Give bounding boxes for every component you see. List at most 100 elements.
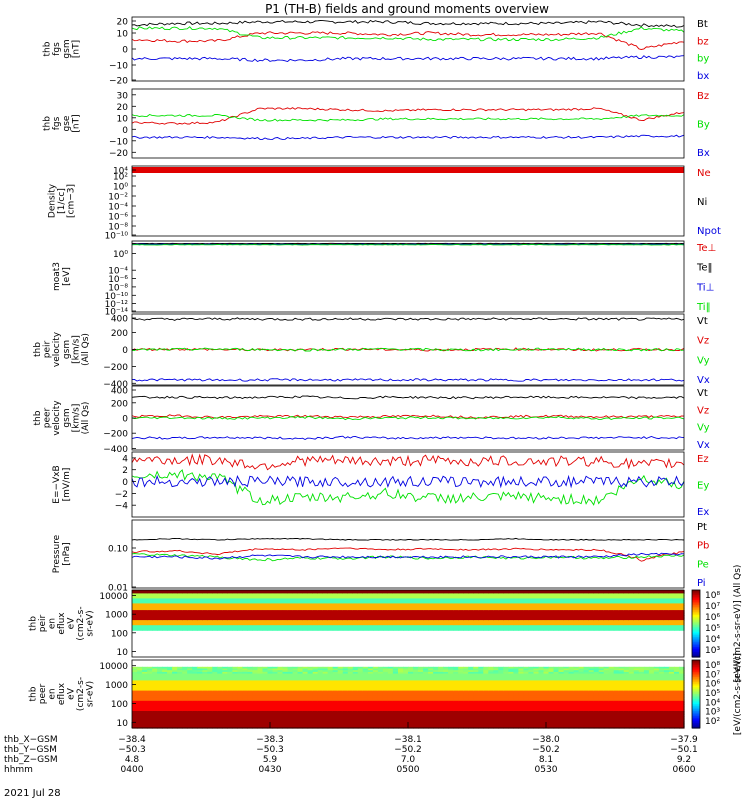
heatmap-cell xyxy=(237,699,243,702)
heatmap-cell xyxy=(603,626,610,630)
heatmap-cell xyxy=(197,692,203,695)
heatmap-cell xyxy=(287,711,294,714)
heatmap-cell xyxy=(237,717,243,721)
heatmap-cell xyxy=(177,596,183,599)
heatmap-cell xyxy=(287,705,294,709)
heatmap-cell xyxy=(503,628,509,631)
heatmap-cell xyxy=(322,595,329,598)
heatmap-cell xyxy=(583,620,590,623)
heatmap-cell xyxy=(177,601,183,604)
heatmap-cell xyxy=(137,719,143,722)
heatmap-cell xyxy=(618,611,625,615)
heatmap-cell xyxy=(493,625,499,628)
heatmap-cell xyxy=(468,616,474,620)
heatmap-cell xyxy=(347,625,354,628)
y-tick-label: 0 xyxy=(122,346,128,356)
heatmap-cell xyxy=(372,675,379,678)
heatmap-cell xyxy=(473,605,479,608)
heatmap-cell xyxy=(132,596,138,599)
heatmap-cell xyxy=(302,685,309,688)
heatmap-cell xyxy=(202,692,208,695)
y-tick-label: 10⁻¹² xyxy=(105,300,129,310)
heatmap-cell xyxy=(252,613,258,616)
heatmap-cell xyxy=(398,668,404,671)
heatmap-cell xyxy=(242,690,248,693)
heatmap-cell xyxy=(403,590,409,593)
heatmap-cell xyxy=(332,711,339,714)
heatmap-cell xyxy=(668,620,675,623)
heatmap-cell xyxy=(377,688,384,692)
heatmap-cell xyxy=(483,608,489,611)
heatmap-cell xyxy=(418,678,424,681)
heatmap-cell xyxy=(327,682,334,685)
heatmap-cell xyxy=(347,685,354,688)
heatmap-cell xyxy=(167,621,173,625)
heatmap-cell xyxy=(433,620,439,623)
heatmap-cell xyxy=(162,682,168,685)
heatmap-cell xyxy=(247,613,253,616)
heatmap-cell xyxy=(302,608,309,611)
heatmap-cell xyxy=(222,600,228,603)
heatmap-cell xyxy=(242,688,248,692)
heatmap-cell xyxy=(352,595,359,598)
heatmap-cell xyxy=(593,601,600,604)
heatmap-cell xyxy=(342,717,349,721)
heatmap-cell xyxy=(367,685,374,688)
heatmap-cell xyxy=(578,615,585,618)
heatmap-cell xyxy=(327,714,334,717)
heatmap-cell xyxy=(137,695,143,698)
heatmap-cell xyxy=(588,625,595,628)
heatmap-cell xyxy=(538,621,545,625)
heatmap-cell xyxy=(187,605,193,608)
heatmap-cell xyxy=(518,596,524,599)
heatmap-cell xyxy=(207,704,213,707)
heatmap-cell xyxy=(267,683,274,687)
heatmap-cell xyxy=(332,722,339,726)
heatmap-cell xyxy=(453,613,459,616)
heatmap-cell xyxy=(603,593,610,596)
heatmap-cell xyxy=(382,618,389,621)
heatmap-cell xyxy=(387,626,394,630)
heatmap-cell xyxy=(182,675,188,678)
heatmap-cell xyxy=(453,623,459,626)
heatmap-cell xyxy=(232,596,238,599)
heatmap-cell xyxy=(513,610,519,613)
heatmap-cell xyxy=(202,605,208,608)
heatmap-cell xyxy=(302,712,309,715)
heatmap-cell xyxy=(157,608,163,611)
heatmap-cell xyxy=(147,716,153,719)
heatmap-cell xyxy=(292,601,299,604)
heatmap-cell xyxy=(653,615,660,618)
heatmap-cell xyxy=(327,688,334,692)
heatmap-cell xyxy=(438,610,444,613)
heatmap-cell xyxy=(538,610,545,613)
heatmap-cell xyxy=(598,623,605,626)
heatmap-cell xyxy=(142,605,148,608)
heatmap-cell xyxy=(377,711,384,714)
heatmap-cell xyxy=(172,707,178,710)
heatmap-cell xyxy=(212,628,218,631)
heatmap-cell xyxy=(197,702,203,705)
heatmap-cell xyxy=(518,626,524,630)
heatmap-cell xyxy=(287,685,294,688)
heatmap-cell xyxy=(217,707,223,710)
heatmap-cell xyxy=(418,625,424,628)
heatmap-cell xyxy=(352,670,359,673)
heatmap-cell xyxy=(613,601,620,604)
heatmap-cell xyxy=(337,683,344,687)
heatmap-cell xyxy=(237,600,243,603)
heatmap-cell xyxy=(302,625,309,628)
heatmap-cell xyxy=(187,699,193,702)
heatmap-cell xyxy=(453,618,459,621)
heatmap-cell xyxy=(247,709,253,712)
heatmap-cell xyxy=(252,721,258,724)
heatmap-cell xyxy=(352,671,359,675)
heatmap-cell xyxy=(568,600,575,603)
heatmap-cell xyxy=(337,668,344,671)
heatmap-cell xyxy=(217,593,223,596)
heatmap-cell xyxy=(322,702,329,705)
heatmap-cell xyxy=(332,666,339,670)
heatmap-cell xyxy=(548,615,555,618)
heatmap-cell xyxy=(377,697,384,700)
heatmap-cell xyxy=(679,616,685,620)
